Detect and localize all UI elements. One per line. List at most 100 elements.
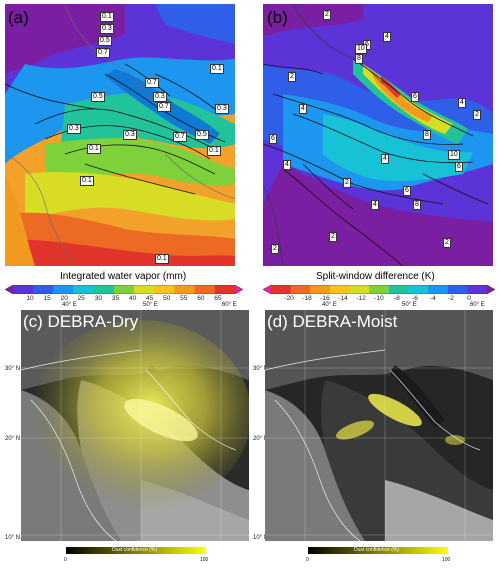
colorbar-swatch bbox=[235, 285, 243, 294]
dust-map-dry bbox=[21, 310, 249, 541]
dust-bar-c-title: Dust confidence (%) bbox=[112, 547, 158, 553]
colorbar-swatch bbox=[329, 285, 351, 294]
panel-tag-b: (b) bbox=[267, 8, 288, 27]
colorbar-swatch bbox=[408, 285, 429, 294]
dust-bar-d-max: 100 bbox=[442, 557, 451, 563]
colorbar-swatch bbox=[369, 285, 390, 294]
contour-label: 2 bbox=[473, 110, 481, 120]
lat-label: 10° N bbox=[5, 535, 21, 541]
colorbar-swatch bbox=[487, 285, 495, 294]
contour-label: 0.7 bbox=[157, 102, 171, 112]
colorbar-tick-label: -12 bbox=[356, 295, 366, 302]
colorbar-swatch bbox=[290, 285, 311, 294]
contour-label: 4 bbox=[383, 32, 391, 42]
contour-label: 2 bbox=[443, 238, 451, 248]
colorbar-swatch bbox=[263, 285, 271, 294]
colorbar-tick-label: 10 bbox=[26, 295, 34, 302]
colorbar-swatch bbox=[467, 285, 488, 294]
contour-label: 8 bbox=[413, 200, 421, 210]
contour-label: 2 bbox=[271, 244, 279, 254]
contour-label: 4 bbox=[371, 200, 379, 210]
colorbar-swatch bbox=[53, 285, 75, 294]
colorbar-a bbox=[5, 285, 243, 294]
lat-label: 30° N bbox=[253, 366, 269, 372]
contour-label: 0.7 bbox=[145, 78, 159, 88]
colorbar-swatch bbox=[447, 285, 468, 294]
panel-tag-c: (c) DEBRA-Dry bbox=[23, 312, 139, 331]
lat-label: 20° N bbox=[5, 436, 21, 442]
dust-bar-c-max: 100 bbox=[200, 557, 209, 563]
lon-label: 40° E bbox=[62, 302, 77, 308]
contour-label: 10 bbox=[355, 44, 367, 54]
colorbar-tick-label: 55 bbox=[180, 295, 188, 302]
colorbar-tick-label: 45 bbox=[145, 295, 154, 302]
colorbar-tick-label: -2 bbox=[448, 295, 454, 302]
map-panel-b: 2 4 6 8 10 6 4 2 2 4 10 6 8 4 2 2 4 6 8 … bbox=[263, 4, 493, 266]
dust-map-moist bbox=[265, 310, 493, 541]
dust-bar-d-min: 0 bbox=[306, 557, 309, 563]
contour-label: 0.5 bbox=[98, 36, 112, 46]
contour-label: 2 bbox=[288, 72, 296, 82]
colorbar-tick-label: 40 bbox=[128, 295, 137, 302]
contour-label: 10 bbox=[448, 150, 460, 160]
colorbar-swatch bbox=[428, 285, 449, 294]
colorbar-tick-label: -16 bbox=[320, 295, 330, 302]
colorbar-tick-label: -18 bbox=[302, 295, 312, 302]
contour-label: 0.1 bbox=[207, 146, 221, 156]
lon-label: 40° E bbox=[322, 302, 337, 308]
colorbar-swatch bbox=[174, 285, 196, 294]
contour-label: 4 bbox=[381, 154, 389, 164]
colorbar-tick-label: -6 bbox=[412, 295, 418, 302]
colorbar-b bbox=[263, 285, 495, 294]
panel-tag-a: (a) bbox=[8, 8, 29, 27]
lon-label: 50° E bbox=[143, 302, 158, 308]
colorbar-swatch bbox=[134, 285, 155, 294]
contour-label: 0.5 bbox=[91, 92, 105, 102]
contour-label: 6 bbox=[455, 162, 463, 172]
contour-label: 2 bbox=[329, 232, 337, 242]
colorbar-tick-label: 60 bbox=[197, 295, 205, 302]
contour-label: 2 bbox=[323, 10, 331, 20]
contour-label: 6 bbox=[411, 92, 419, 102]
contour-label: 0.7 bbox=[173, 132, 187, 142]
lat-label: 10° N bbox=[253, 535, 269, 541]
colorbar-swatch bbox=[214, 285, 236, 294]
colorbar-tick-label: -14 bbox=[338, 295, 348, 302]
contour-label: 0.3 bbox=[215, 104, 229, 114]
colorbar-tick-label: 20 bbox=[60, 295, 68, 302]
colorbar-swatch bbox=[271, 285, 292, 294]
contour-label: 0.1 bbox=[80, 176, 94, 186]
lon-label: 60° E bbox=[470, 302, 485, 308]
contour-label: 4 bbox=[299, 104, 307, 114]
colorbar-swatch bbox=[13, 285, 34, 294]
colorbar-tick-label: 50 bbox=[163, 295, 171, 302]
colorbar-b-ticks: -20 -18 -16 -14 -12 -10 -8 -6 -4 -2 0 bbox=[263, 295, 495, 304]
dust-bar-d bbox=[308, 547, 448, 554]
colorbar-swatch bbox=[194, 285, 216, 294]
contour-label: 0.3 bbox=[67, 124, 81, 134]
contour-label: 4 bbox=[458, 98, 466, 108]
map-panel-c: (c) DEBRA-Dry bbox=[21, 310, 249, 541]
contour-label: 0.5 bbox=[195, 130, 209, 140]
map-panel-d: (d) DEBRA-Moist bbox=[265, 310, 493, 541]
contour-label: 6 bbox=[403, 186, 411, 196]
colorbar-a-title: Integrated water vapor (mm) bbox=[60, 271, 187, 282]
lon-label: 50° E bbox=[402, 302, 417, 308]
lon-label: 60° E bbox=[222, 302, 237, 308]
contour-label: 0.3 bbox=[123, 130, 137, 140]
colorbar-swatch bbox=[388, 285, 409, 294]
colorbar-b-title: Split-window difference (K) bbox=[316, 271, 435, 282]
colorbar-tick-label: 15 bbox=[43, 295, 51, 302]
contour-label: 0.3 bbox=[153, 92, 167, 102]
colorbar-tick-label: 30 bbox=[94, 295, 102, 302]
contour-label: 0.7 bbox=[96, 48, 110, 58]
contour-label: 0.1 bbox=[210, 64, 224, 74]
lat-label: 30° N bbox=[5, 366, 21, 372]
colorbar-swatch bbox=[113, 285, 135, 294]
contour-label: 0.1 bbox=[100, 12, 114, 22]
contour-label: 0.1 bbox=[87, 144, 101, 154]
colorbar-tick-label: -20 bbox=[284, 295, 294, 302]
dust-bar-c bbox=[66, 547, 206, 554]
lat-label: 20° N bbox=[253, 436, 269, 442]
contour-label: 8 bbox=[423, 130, 431, 140]
